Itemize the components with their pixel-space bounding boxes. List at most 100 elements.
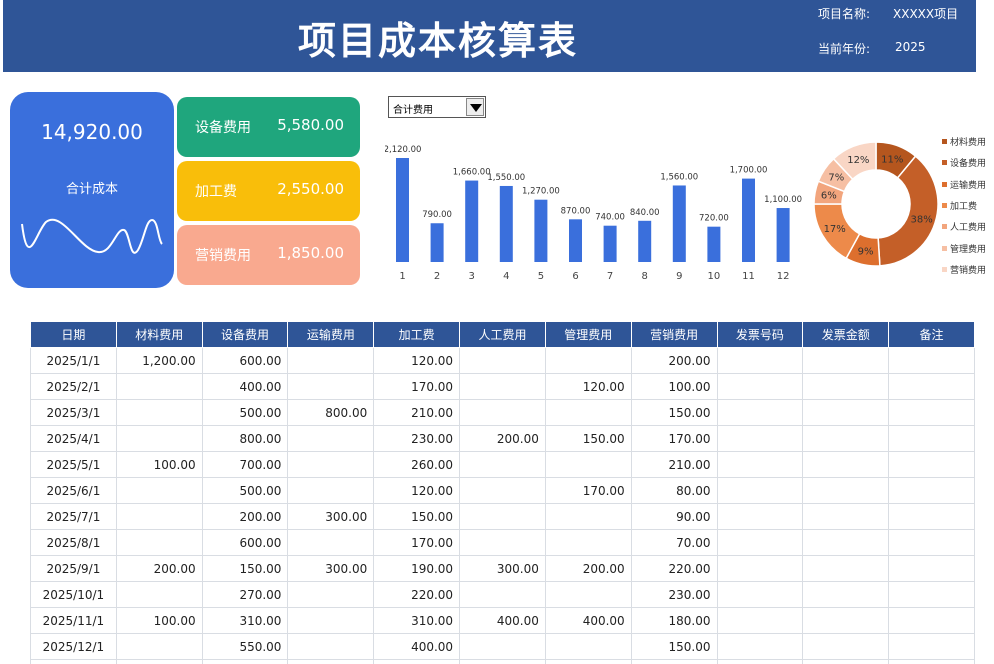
table-cell[interactable] xyxy=(888,425,975,452)
table-cell[interactable]: 700.00 xyxy=(201,451,289,478)
table-cell[interactable]: 120.00 xyxy=(373,347,461,374)
table-cell[interactable] xyxy=(802,347,890,374)
table-cell[interactable]: 230.00 xyxy=(630,581,718,608)
column-header[interactable]: 运输费用 xyxy=(287,321,375,348)
table-cell[interactable] xyxy=(716,477,804,504)
table-cell[interactable] xyxy=(544,347,632,374)
table-cell[interactable] xyxy=(459,347,546,374)
table-cell[interactable]: 300.00 xyxy=(287,503,375,530)
table-cell[interactable]: 170.00 xyxy=(630,425,718,452)
table-cell[interactable] xyxy=(888,477,975,504)
table-cell[interactable] xyxy=(888,347,975,374)
table-cell[interactable] xyxy=(802,659,890,664)
table-cell[interactable] xyxy=(459,399,546,426)
date-cell[interactable]: 2025/12/1 xyxy=(30,633,117,660)
table-cell[interactable]: 300.00 xyxy=(459,555,546,582)
table-cell[interactable] xyxy=(888,373,975,400)
table-cell[interactable] xyxy=(115,633,203,660)
column-header[interactable]: 材料费用 xyxy=(115,321,203,348)
table-cell[interactable]: 210.00 xyxy=(630,451,718,478)
table-cell[interactable]: 200.00 xyxy=(544,555,632,582)
table-cell[interactable] xyxy=(888,555,975,582)
table-cell[interactable] xyxy=(802,477,890,504)
table-cell[interactable] xyxy=(287,373,375,400)
table-cell[interactable] xyxy=(888,633,975,660)
table-cell[interactable] xyxy=(115,503,203,530)
table-cell[interactable]: 400.00 xyxy=(373,633,461,660)
table-cell[interactable] xyxy=(802,633,890,660)
table-cell[interactable] xyxy=(544,399,632,426)
table-cell[interactable] xyxy=(287,477,375,504)
table-cell[interactable] xyxy=(373,659,461,664)
table-cell[interactable] xyxy=(716,425,804,452)
column-header[interactable]: 发票金额 xyxy=(802,321,890,348)
table-cell[interactable] xyxy=(287,347,375,374)
table-cell[interactable] xyxy=(544,633,632,660)
table-cell[interactable] xyxy=(544,529,632,556)
table-cell[interactable] xyxy=(115,529,203,556)
table-cell[interactable]: 80.00 xyxy=(630,477,718,504)
table-cell[interactable] xyxy=(802,373,890,400)
table-cell[interactable] xyxy=(802,529,890,556)
cost-type-dropdown[interactable]: 合计费用 xyxy=(388,96,486,118)
table-cell[interactable] xyxy=(459,451,546,478)
table-cell[interactable] xyxy=(716,399,804,426)
date-cell[interactable]: 2025/11/1 xyxy=(30,607,117,634)
table-cell[interactable]: 180.00 xyxy=(630,607,718,634)
table-cell[interactable] xyxy=(888,581,975,608)
table-cell[interactable] xyxy=(802,425,890,452)
table-cell[interactable] xyxy=(459,503,546,530)
column-header[interactable]: 加工费 xyxy=(373,321,461,348)
table-cell[interactable] xyxy=(888,607,975,634)
table-cell[interactable]: 800.00 xyxy=(287,399,375,426)
table-cell[interactable]: 190.00 xyxy=(373,555,461,582)
table-cell[interactable]: 170.00 xyxy=(373,373,461,400)
date-cell[interactable]: 2025/7/1 xyxy=(30,503,117,530)
table-cell[interactable] xyxy=(802,581,890,608)
column-header[interactable]: 营销费用 xyxy=(630,321,718,348)
table-cell[interactable] xyxy=(459,529,546,556)
table-cell[interactable] xyxy=(802,607,890,634)
date-cell[interactable]: 2025/2/1 xyxy=(30,373,117,400)
table-cell[interactable] xyxy=(716,451,804,478)
table-cell[interactable]: 550.00 xyxy=(201,633,289,660)
date-cell[interactable]: 2025/6/1 xyxy=(30,477,117,504)
table-cell[interactable]: 310.00 xyxy=(201,607,289,634)
table-cell[interactable] xyxy=(716,633,804,660)
column-header[interactable]: 日期 xyxy=(30,321,117,348)
date-cell[interactable]: 2025/8/1 xyxy=(30,529,117,556)
table-cell[interactable] xyxy=(287,633,375,660)
table-cell[interactable]: 210.00 xyxy=(373,399,461,426)
table-cell[interactable]: 170.00 xyxy=(373,529,461,556)
table-cell[interactable]: 500.00 xyxy=(201,399,289,426)
table-cell[interactable]: 150.00 xyxy=(630,399,718,426)
table-cell[interactable] xyxy=(459,373,546,400)
table-cell[interactable]: 500.00 xyxy=(201,477,289,504)
table-cell[interactable]: 150.00 xyxy=(373,503,461,530)
table-cell[interactable] xyxy=(802,503,890,530)
table-cell[interactable] xyxy=(115,581,203,608)
table-cell[interactable] xyxy=(544,503,632,530)
table-cell[interactable] xyxy=(888,503,975,530)
table-cell[interactable]: 260.00 xyxy=(373,451,461,478)
table-cell[interactable]: 220.00 xyxy=(630,555,718,582)
table-cell[interactable]: 400.00 xyxy=(459,607,546,634)
table-cell[interactable] xyxy=(716,529,804,556)
table-cell[interactable] xyxy=(716,503,804,530)
table-cell[interactable]: 150.00 xyxy=(544,425,632,452)
table-cell[interactable]: 800.00 xyxy=(201,425,289,452)
table-cell[interactable] xyxy=(287,607,375,634)
table-cell[interactable] xyxy=(544,581,632,608)
table-cell[interactable] xyxy=(888,399,975,426)
table-cell[interactable] xyxy=(287,451,375,478)
current-year-value[interactable]: 2025 xyxy=(895,40,926,54)
table-cell[interactable]: 90.00 xyxy=(630,503,718,530)
table-cell[interactable] xyxy=(802,451,890,478)
column-header[interactable]: 设备费用 xyxy=(201,321,289,348)
table-cell[interactable]: 230.00 xyxy=(373,425,461,452)
table-cell[interactable] xyxy=(287,659,375,664)
table-cell[interactable] xyxy=(630,659,718,664)
table-cell[interactable] xyxy=(115,477,203,504)
table-cell[interactable] xyxy=(544,451,632,478)
column-header[interactable]: 管理费用 xyxy=(544,321,632,348)
